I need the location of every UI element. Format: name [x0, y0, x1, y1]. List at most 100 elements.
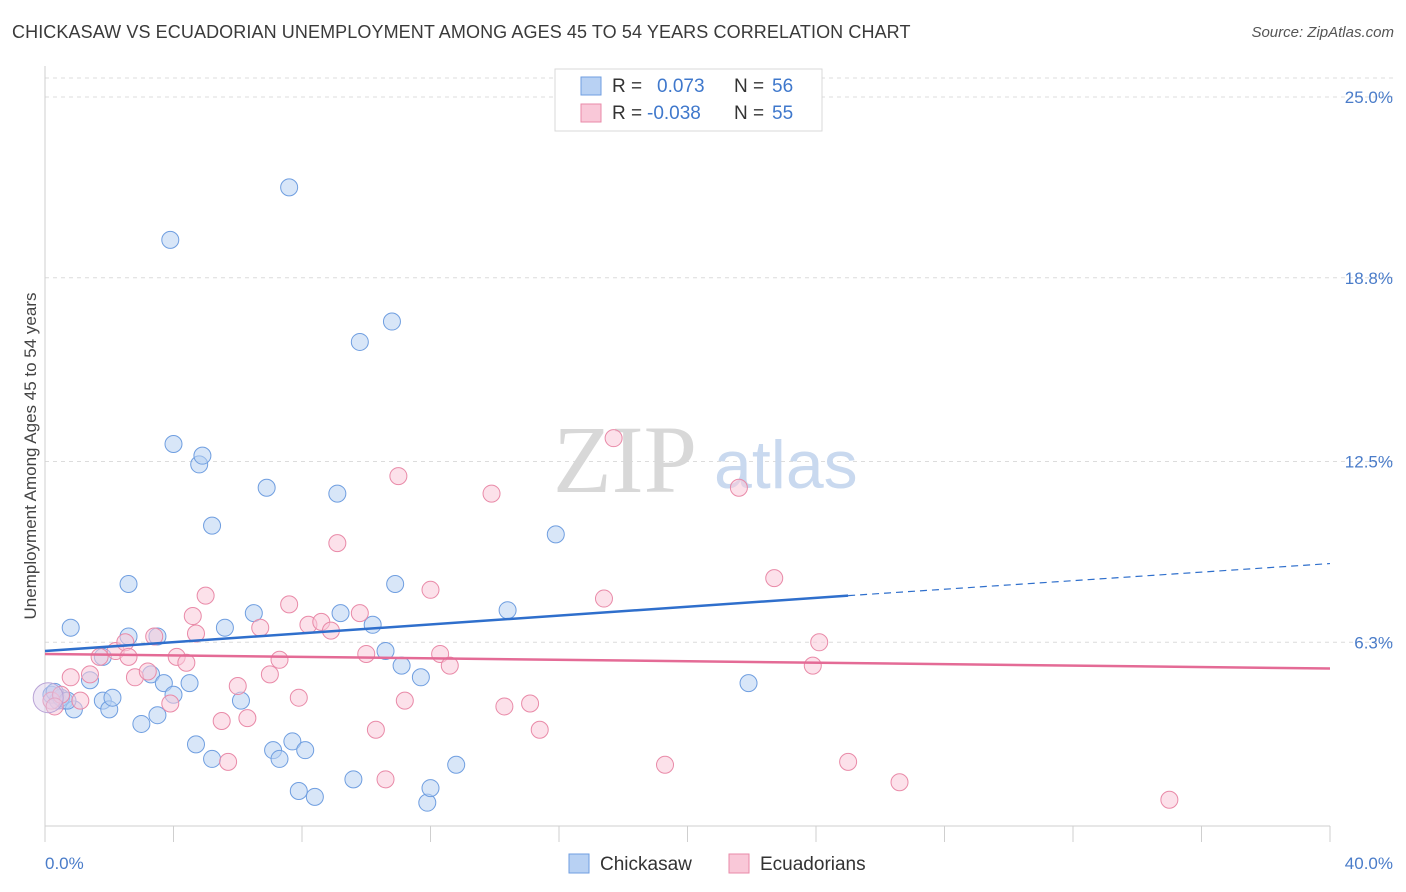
ecuadorians-point-52	[890, 773, 909, 792]
ecuadorians-point-51	[839, 752, 858, 771]
chickasaw-point-18	[186, 735, 205, 754]
ecuadorians-point-36	[395, 691, 414, 710]
ecuadorians-point-45	[604, 429, 623, 448]
ecuadorians-point-44	[594, 589, 613, 608]
overlap-cluster-point	[32, 682, 64, 714]
chickasaw-point-39	[376, 642, 395, 661]
ecuadorians-point-40	[482, 484, 501, 503]
ecuadorians-point-20	[228, 677, 247, 696]
ecuadorians-point-37	[421, 580, 440, 599]
legend-r-value-1: 0.073	[657, 76, 705, 97]
watermark-zip: ZIP	[553, 406, 697, 513]
chickasaw-point-36	[344, 770, 363, 789]
legend-r-label-1: R =	[612, 76, 642, 97]
ecuadorians-point-25	[280, 595, 299, 614]
chickasaw-point-35	[331, 604, 350, 623]
ecuadorians-point-4	[80, 665, 99, 684]
chickasaw-point-10	[132, 714, 151, 733]
chickasaw-point-47	[498, 601, 517, 620]
chickasaw-point-41	[386, 574, 405, 593]
ecuadorians-point-53	[1160, 790, 1179, 809]
chart-title: CHICKASAW VS ECUADORIAN UNEMPLOYMENT AMO…	[12, 22, 911, 42]
legend-swatch-ecuadorians	[580, 103, 602, 123]
ecuadorians-point-34	[376, 770, 395, 789]
legend-swatch-chickasaw	[580, 76, 602, 96]
chickasaw-point-26	[257, 478, 276, 497]
chickasaw-point-50	[103, 688, 122, 707]
chickasaw-point-13	[148, 706, 167, 725]
ecuadorians-point-16	[186, 624, 205, 643]
bottom-legend-swatch-ecuadorians	[728, 853, 750, 874]
legend-n-label-1: N =	[734, 76, 764, 97]
legend-n-value-2: 55	[772, 103, 793, 124]
chickasaw-point-48	[546, 525, 565, 544]
ecuadorians-point-26	[289, 688, 308, 707]
chickasaw-point-29	[280, 178, 299, 197]
ecuadorians-point-8	[119, 647, 138, 666]
ecuadorians-point-42	[521, 694, 540, 713]
y-tick-label-0: 6.3%	[1354, 633, 1393, 652]
chickasaw-point-21	[203, 516, 222, 535]
y-tick-label-2: 18.8%	[1345, 269, 1393, 288]
tick-labels: 6.3% 12.5% 18.8% 25.0% 0.0% 40.0%	[45, 88, 1393, 873]
chickasaw-point-32	[296, 741, 315, 760]
chickasaw-point-45	[421, 779, 440, 798]
chickasaw-point-31	[289, 782, 308, 801]
ecuadorians-point-49	[803, 656, 822, 675]
ecuadorians-point-5	[90, 647, 109, 666]
chickasaw-point-30	[283, 732, 302, 751]
ecuadorians-point-3	[71, 691, 90, 710]
y-tick-label-3: 25.0%	[1345, 88, 1393, 107]
ecuadorians-point-33	[366, 720, 385, 739]
chickasaw-point-44	[418, 793, 437, 812]
ecuadorians-point-47	[729, 478, 748, 497]
chickasaw-point-23	[215, 618, 234, 637]
chickasaw-point-8	[119, 574, 138, 593]
ecuadorians-point-39	[440, 656, 459, 675]
ecuadorians-point-15	[183, 607, 202, 626]
x-tick-label-1: 40.0%	[1345, 854, 1393, 873]
ecuadorians-point-43	[530, 720, 549, 739]
legend-n-value-1: 56	[772, 76, 793, 97]
ecuadorians-point-48	[765, 569, 784, 588]
legend-r-value-2: -0.038	[647, 103, 701, 124]
chickasaw-point-42	[392, 656, 411, 675]
ecuadorians-point-32	[357, 644, 376, 663]
grid-lines	[45, 77, 1395, 643]
bottom-legend-swatch-chickasaw	[568, 853, 590, 874]
ecuadorians-point-31	[350, 604, 369, 623]
chickasaw-trend-line	[44, 594, 849, 653]
ecuadorians-point-54	[45, 697, 64, 716]
chickasaw-point-46	[447, 755, 466, 774]
ecuadorians-point-21	[238, 709, 257, 728]
chickasaw-point-24	[231, 691, 250, 710]
bottom-legend-label-chickasaw: Chickasaw	[600, 854, 692, 875]
ecuadorians-point-22	[251, 618, 270, 637]
ecuadorians-point-23	[260, 665, 279, 684]
ecuadorians-point-19	[219, 752, 238, 771]
legend-r-label-2: R =	[612, 103, 642, 124]
chickasaw-point-37	[350, 332, 369, 351]
ecuadorians-point-24	[270, 650, 289, 669]
chickasaw-trend-extension	[848, 562, 1331, 597]
ecuadorians-point-30	[328, 534, 347, 553]
chickasaw-point-17	[180, 674, 199, 693]
chickasaw-point-43	[411, 668, 430, 687]
bottom-legend: Chickasaw Ecuadorians	[568, 853, 866, 875]
chickasaw-point-16	[164, 435, 183, 454]
ecuadorians-point-35	[389, 467, 408, 486]
trend-lines	[44, 562, 1331, 670]
ecuadorians-point-50	[810, 633, 829, 652]
source-label[interactable]: Source: ZipAtlas.com	[1251, 24, 1394, 41]
chickasaw-point-14	[154, 674, 173, 693]
ecuadorians-point-46	[656, 755, 675, 774]
ecuadorians-point-12	[161, 694, 180, 713]
ecuadorians-point-41	[495, 697, 514, 716]
chickasaw-point-34	[328, 484, 347, 503]
chickasaw-point-54	[161, 230, 180, 249]
chickasaw-point-3	[61, 618, 80, 637]
chickasaw-point-49	[739, 674, 758, 693]
y-tick-label-1: 12.5%	[1345, 453, 1393, 472]
chickasaw-point-22	[203, 749, 222, 768]
